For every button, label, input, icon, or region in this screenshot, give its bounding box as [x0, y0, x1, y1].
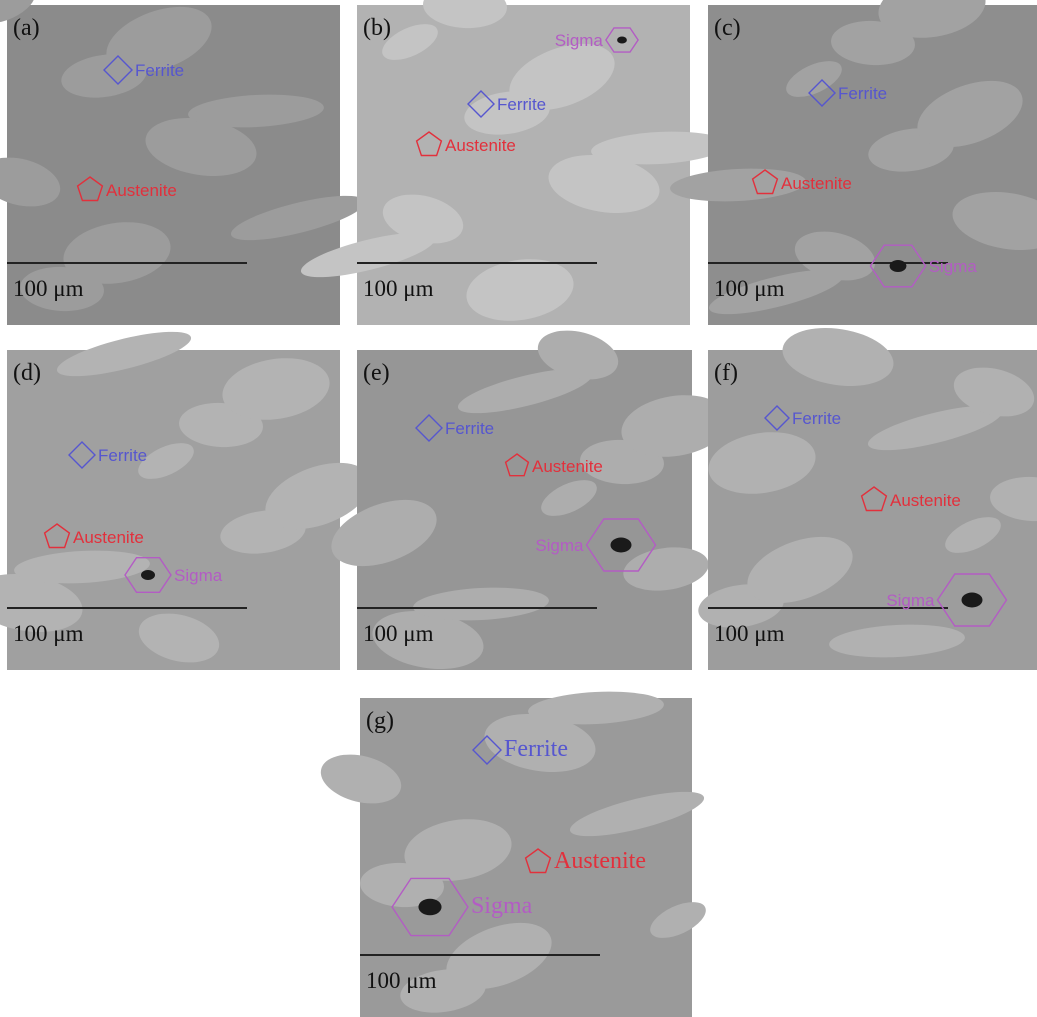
scale-bar-label: 100 μm: [714, 276, 785, 301]
micrograph-panel: (e) 100 μm Ferrite Austenite Sigma: [322, 323, 733, 677]
micrograph-panel: (b) 100 μm Sigma Ferrite Austenite: [297, 0, 727, 328]
scale-bar-label: 100 μm: [366, 968, 437, 993]
scale-bar-label: 100 μm: [13, 621, 84, 646]
phase-label: Sigma: [535, 536, 584, 555]
panel-label: (b): [363, 15, 391, 41]
phase-label: Austenite: [532, 457, 603, 476]
phase-label: Austenite: [106, 181, 177, 200]
micrograph-panel: (c) 100 μm Ferrite Austenite Sigma: [669, 0, 1037, 325]
sigma-particle: [611, 538, 632, 553]
micrograph-panel: (g) 100 μm Ferrite Austenite Sigma: [316, 688, 711, 1017]
scale-bar-label: 100 μm: [363, 621, 434, 646]
sigma-particle: [418, 899, 441, 916]
panel-label: (g): [366, 708, 394, 734]
phase-label: Sigma: [555, 31, 604, 50]
sigma-particle: [962, 593, 983, 608]
phase-label: Sigma: [471, 893, 533, 919]
sigma-particle: [617, 37, 627, 44]
panel-label: (f): [714, 360, 738, 386]
phase-label: Ferrite: [838, 84, 887, 103]
phase-label: Austenite: [445, 136, 516, 155]
panel-label: (d): [13, 360, 41, 386]
scale-bar-label: 100 μm: [13, 276, 84, 301]
phase-label: Ferrite: [497, 95, 546, 114]
scale-bar-label: 100 μm: [714, 621, 785, 646]
phase-label: Ferrite: [504, 736, 568, 762]
phase-label: Ferrite: [98, 446, 147, 465]
micrograph-panel: (f) 100 μm Ferrite Austenite Sigma: [695, 321, 1037, 670]
figure: (a) 100 μm Ferrite Austenite (b) 100 μm Sigma F…: [0, 0, 1037, 1017]
panel-label: (a): [13, 15, 40, 41]
phase-label: Sigma: [886, 591, 935, 610]
sigma-particle: [141, 570, 155, 580]
phase-label: Ferrite: [792, 409, 841, 428]
phase-label: Ferrite: [445, 419, 494, 438]
phase-label: Sigma: [929, 257, 978, 276]
phase-label: Austenite: [890, 491, 961, 510]
panel-label: (c): [714, 15, 741, 41]
phase-label: Austenite: [554, 848, 646, 874]
phase-label: Austenite: [73, 528, 144, 547]
phase-label: Austenite: [781, 174, 852, 193]
phase-label: Ferrite: [135, 61, 184, 80]
panel-label: (e): [363, 360, 390, 386]
phase-label: Sigma: [174, 566, 223, 585]
sigma-particle: [890, 260, 907, 272]
scale-bar-label: 100 μm: [363, 276, 434, 301]
micrograph-panel: (d) 100 μm Ferrite Austenite Sigma: [0, 323, 380, 670]
